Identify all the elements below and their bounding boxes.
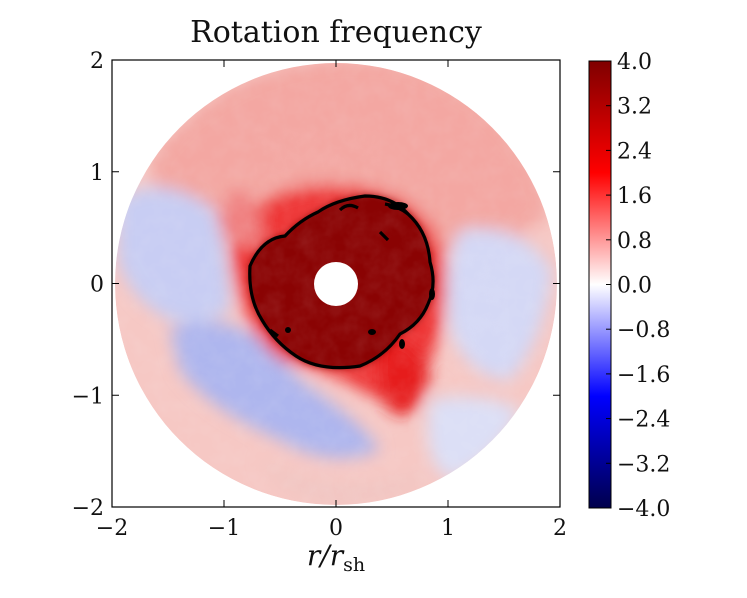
y-tick-label: −2	[72, 496, 104, 521]
colorbar-tick-label: −4.0	[617, 497, 670, 522]
colorbar-tick-label: −2.4	[617, 408, 670, 433]
colorbar-tick-label: 4.0	[617, 50, 652, 75]
y-tick-label: 1	[90, 161, 104, 186]
colorbar-tick-label: 2.4	[617, 139, 652, 164]
y-tick-label: 0	[90, 273, 104, 298]
x-tick-label: 2	[553, 516, 567, 541]
y-tick-label: −1	[72, 384, 104, 409]
y-axis: 2 1 0 −1 −2	[72, 49, 560, 521]
colorbar-tick-label: 3.2	[617, 95, 652, 120]
contour-blobs	[285, 202, 435, 349]
colorbar-ticks: 4.0 3.2 2.4 1.6 0.8 0.0 −0.8 −1.6 −2.4 −3.2 −4.0	[606, 50, 670, 522]
colorbar-tick-label: −0.8	[617, 318, 670, 343]
colorbar-tick-label: −1.6	[617, 363, 670, 388]
colorbar-tick-label: 0.0	[617, 274, 652, 299]
y-tick-label: 2	[90, 49, 104, 74]
colorbar-tick-label: 0.8	[617, 229, 652, 254]
x-tick-label: −1	[208, 516, 240, 541]
x-axis-label: r/rsh	[307, 539, 365, 576]
colorbar-tick-label: 1.6	[617, 184, 652, 209]
x-tick-label: −2	[96, 516, 128, 541]
x-axis: −2 −1 0 1 2	[96, 60, 567, 541]
x-tick-label: 0	[329, 516, 343, 541]
chart-title: Rotation frequency	[190, 15, 482, 50]
inner-hole	[314, 262, 358, 306]
colorbar-tick-label: −3.2	[617, 452, 670, 477]
x-tick-label: 1	[441, 516, 455, 541]
